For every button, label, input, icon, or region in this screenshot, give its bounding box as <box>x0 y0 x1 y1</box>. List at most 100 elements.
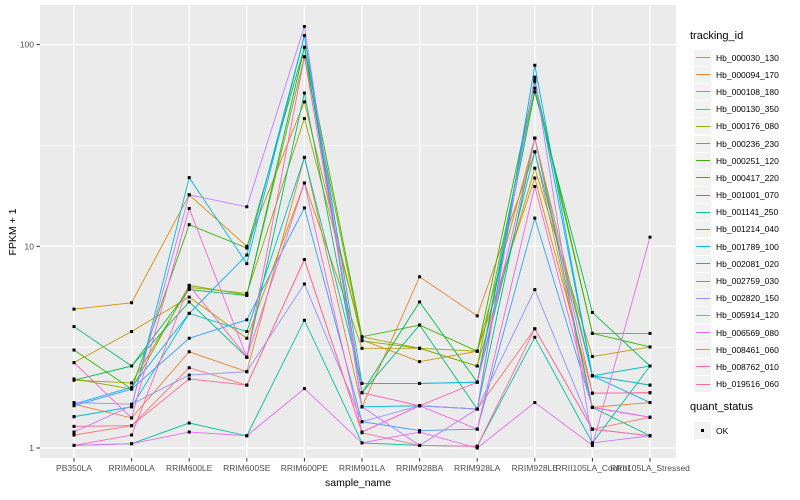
data-point <box>533 80 537 84</box>
y-tick-label: 1 <box>29 443 34 453</box>
data-point <box>590 331 594 335</box>
data-point <box>72 404 76 408</box>
data-point <box>245 294 249 298</box>
data-point <box>590 374 594 378</box>
data-point <box>648 383 652 387</box>
data-point <box>533 166 537 170</box>
data-point <box>648 345 652 349</box>
data-point <box>648 434 652 438</box>
legend-key <box>694 83 711 100</box>
square-point-icon <box>700 428 705 433</box>
data-point <box>72 361 76 365</box>
data-point <box>418 300 422 304</box>
data-point <box>72 430 76 434</box>
data-point <box>418 346 422 350</box>
data-point <box>533 401 537 405</box>
x-tick-label: RRIM928LE <box>512 463 559 473</box>
legend-line-swatch <box>695 160 710 162</box>
data-point <box>533 184 537 188</box>
data-point <box>360 339 364 343</box>
x-tick-label: RRIM600PE <box>281 463 329 473</box>
data-point <box>302 100 306 104</box>
data-point <box>302 117 306 121</box>
data-point <box>187 421 191 425</box>
data-point <box>418 404 422 408</box>
legend-entry-label: Hb_002820_150 <box>716 293 779 304</box>
legend-key <box>694 135 711 152</box>
legend-key <box>694 204 711 221</box>
x-tick-label: RRIM600LE <box>166 463 213 473</box>
legend-entry-label: Hb_000236_230 <box>716 138 779 149</box>
data-point <box>648 415 652 419</box>
data-point <box>245 330 249 334</box>
legend-line-swatch <box>695 194 710 196</box>
legend-line-swatch <box>695 57 710 59</box>
legend-entry-label: Hb_001141_250 <box>716 207 779 218</box>
x-tick-label: RRIM928LA <box>454 463 501 473</box>
legend-entry: Hb_008762_010 <box>694 358 779 375</box>
ok-point-swatch <box>694 422 711 439</box>
data-point <box>533 216 537 220</box>
y-axis-title: FPKM + 1 <box>7 208 19 256</box>
data-point <box>533 63 537 67</box>
data-point <box>130 442 134 446</box>
legend-entry: Hb_002759_030 <box>694 272 779 290</box>
data-point <box>360 346 364 350</box>
data-point <box>72 415 76 419</box>
data-point <box>418 443 422 447</box>
legend-line-swatch <box>695 383 710 385</box>
data-point <box>245 355 249 359</box>
data-point <box>187 288 191 292</box>
legend-entry-label: Hb_019516_060 <box>716 379 779 390</box>
legend-entry-label: Hb_008461_060 <box>716 344 779 355</box>
data-point <box>475 446 479 450</box>
legend-entry-label: Hb_001789_100 <box>716 241 779 252</box>
data-point <box>360 391 364 395</box>
data-point <box>302 45 306 49</box>
data-point <box>187 283 191 287</box>
legend-entry: Hb_002820_150 <box>694 290 779 307</box>
legend-line-swatch <box>695 246 710 248</box>
data-point <box>533 75 537 79</box>
data-point <box>475 427 479 431</box>
legend-entry-label: Hb_001214_040 <box>716 224 779 235</box>
data-point <box>360 381 364 385</box>
legend-entry-label: Hb_000094_170 <box>716 69 779 80</box>
data-point <box>187 193 191 197</box>
data-point <box>187 430 191 434</box>
data-point <box>187 377 191 381</box>
data-point <box>590 310 594 314</box>
legend-line-swatch <box>695 108 710 110</box>
data-point <box>187 350 191 354</box>
data-point <box>245 246 249 250</box>
data-point <box>130 330 134 334</box>
data-point <box>418 360 422 364</box>
legend-key <box>694 290 711 307</box>
data-point <box>72 348 76 352</box>
data-point <box>302 387 306 391</box>
legend-entry-label: Hb_002759_030 <box>716 276 779 287</box>
legend-entry: Hb_000094_170 <box>694 66 779 83</box>
data-point <box>533 86 537 90</box>
data-point <box>72 378 76 382</box>
legend-entry-label: Hb_000176_080 <box>716 121 779 132</box>
data-point <box>533 335 537 339</box>
data-point <box>648 331 652 335</box>
data-point <box>302 282 306 286</box>
data-point <box>187 336 191 340</box>
legend-line-swatch <box>695 366 710 368</box>
legend-entry: Hb_001001_070 <box>694 187 779 204</box>
data-point <box>245 291 249 295</box>
legend-entry-label: Hb_000108_180 <box>716 86 779 97</box>
legend-line-swatch <box>695 211 710 213</box>
data-point <box>302 181 306 185</box>
x-tick-label: RRII105LA_Stressed <box>610 463 690 473</box>
legend-line-swatch <box>695 91 710 93</box>
legend-entry: Hb_000030_130 <box>694 49 779 66</box>
data-point <box>130 381 134 385</box>
data-point <box>418 323 422 327</box>
data-point <box>72 443 76 447</box>
legend-key <box>694 358 711 375</box>
data-point <box>590 391 594 395</box>
